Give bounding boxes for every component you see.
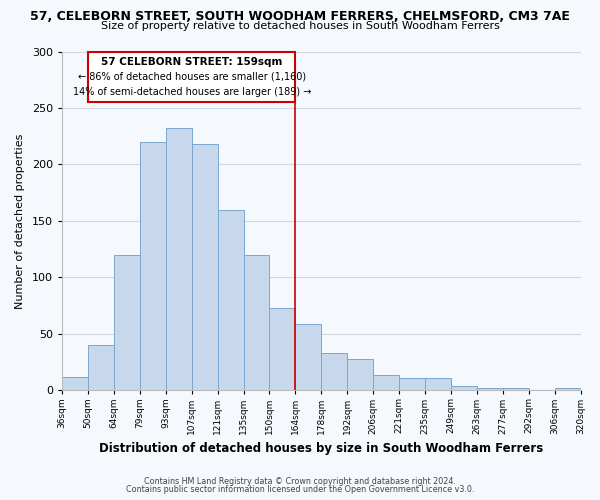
Bar [321,353,347,391]
Bar [503,388,529,390]
Bar [62,377,88,390]
Y-axis label: Number of detached properties: Number of detached properties [15,133,25,308]
Bar [269,308,295,390]
Bar [114,255,140,390]
FancyBboxPatch shape [88,52,295,102]
Text: 57, CELEBORN STREET, SOUTH WOODHAM FERRERS, CHELMSFORD, CM3 7AE: 57, CELEBORN STREET, SOUTH WOODHAM FERRE… [30,10,570,23]
Bar [554,388,581,390]
Bar [295,324,321,390]
Bar [425,378,451,390]
Bar [477,388,503,390]
Bar [140,142,166,390]
Bar [218,210,244,390]
Text: ← 86% of detached houses are smaller (1,160): ← 86% of detached houses are smaller (1,… [77,72,306,82]
Bar [244,255,269,390]
Bar [347,358,373,390]
Bar [373,374,399,390]
Text: 14% of semi-detached houses are larger (189) →: 14% of semi-detached houses are larger (… [73,86,311,97]
Text: Contains HM Land Registry data © Crown copyright and database right 2024.: Contains HM Land Registry data © Crown c… [144,477,456,486]
Bar [191,144,218,390]
Bar [451,386,477,390]
Bar [399,378,425,390]
X-axis label: Distribution of detached houses by size in South Woodham Ferrers: Distribution of detached houses by size … [99,442,544,455]
Text: Contains public sector information licensed under the Open Government Licence v3: Contains public sector information licen… [126,485,474,494]
Bar [88,345,114,391]
Bar [166,128,191,390]
Text: 57 CELEBORN STREET: 159sqm: 57 CELEBORN STREET: 159sqm [101,57,283,67]
Text: Size of property relative to detached houses in South Woodham Ferrers: Size of property relative to detached ho… [101,21,499,31]
